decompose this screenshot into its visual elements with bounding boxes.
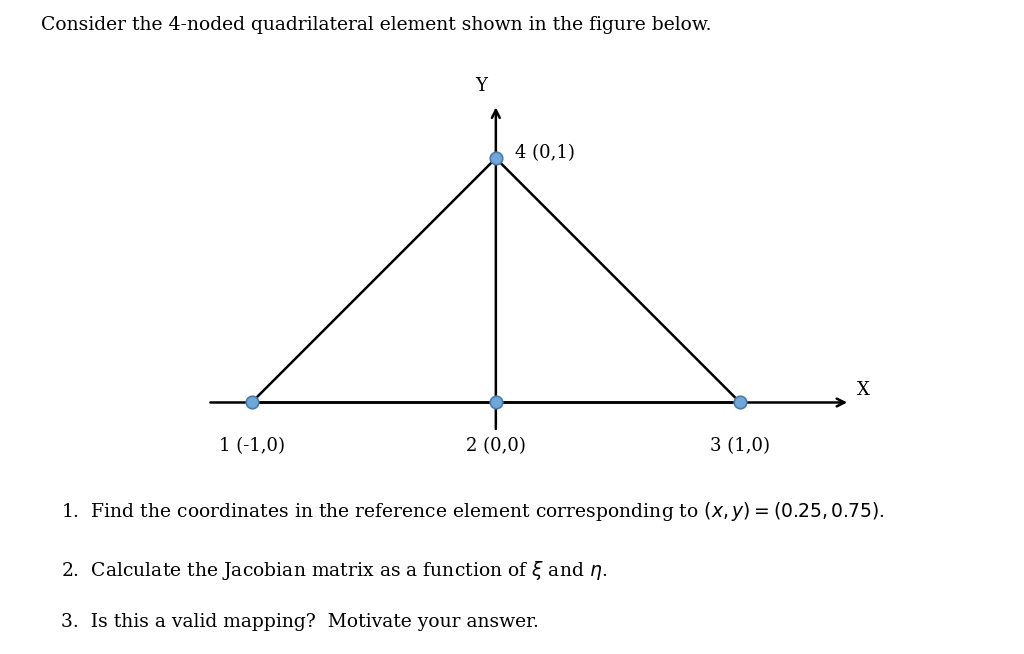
- Text: X: X: [857, 381, 870, 400]
- Text: 1 (-1,0): 1 (-1,0): [218, 437, 285, 455]
- Text: 3.  Is this a valid mapping?  Motivate your answer.: 3. Is this a valid mapping? Motivate you…: [61, 613, 540, 632]
- Text: 2.  Calculate the Jacobian matrix as a function of $\xi$ and $\eta$.: 2. Calculate the Jacobian matrix as a fu…: [61, 559, 607, 582]
- Text: 3 (1,0): 3 (1,0): [710, 437, 770, 455]
- Text: Y: Y: [475, 77, 487, 95]
- Text: 4 (0,1): 4 (0,1): [515, 145, 575, 162]
- Text: Consider the 4-noded quadrilateral element shown in the figure below.: Consider the 4-noded quadrilateral eleme…: [41, 16, 712, 35]
- Text: 2 (0,0): 2 (0,0): [466, 437, 525, 455]
- Text: 1.  Find the coordinates in the reference element corresponding to $(x, y) = (0.: 1. Find the coordinates in the reference…: [61, 500, 885, 523]
